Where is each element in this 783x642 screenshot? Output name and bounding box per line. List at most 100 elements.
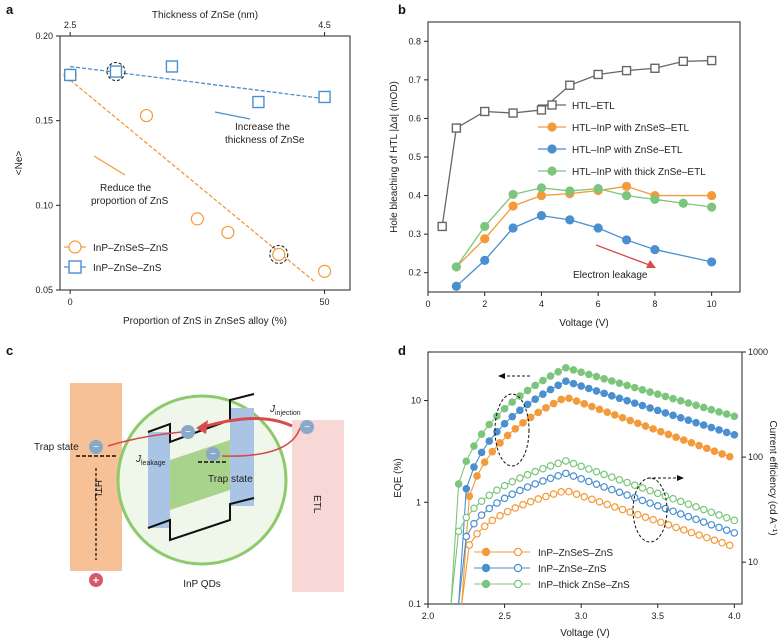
ce-point-d-2 [569,459,578,468]
ce-point-d-0 [465,541,474,549]
htl-label: HTL [92,480,103,499]
eqe-point-d-2 [500,404,509,413]
eqe-point-d-2 [546,372,555,380]
trap-state-left-label: Trap state [34,442,79,453]
x-tick-label-d: 2.5 [498,611,511,621]
eqe-point-d-1 [730,431,739,439]
ce-point-d-0 [618,505,627,514]
ce-point-d-2 [676,497,685,506]
ce-point-d-1 [623,491,631,499]
data-point-b-0 [621,65,632,76]
eqe-point-d-1 [699,421,708,429]
eqe-point-d-0 [488,447,497,456]
y2-tick-label-d: 100 [748,452,763,462]
y-tick-label-b: 0.8 [408,36,421,46]
eqe-point-d-1 [684,416,693,425]
eqe-point-d-1 [523,400,532,409]
data-point-b-0 [565,80,575,90]
y-axis-label-b: Hole bleaching of HTL |Δα| (mOD) [389,81,400,233]
eqe-point-d-2 [508,398,517,406]
legend-marker-b-2 [547,144,557,154]
series-line-b-3 [455,187,712,268]
data-point-b-2 [650,244,660,255]
data-point-b-2 [480,255,490,265]
eqe-point-d-1 [554,381,562,390]
data-point-b-0 [508,108,518,118]
etl-layer [292,420,344,592]
eqe-point-d-0 [473,472,481,480]
eqe-point-d-2 [569,366,578,374]
y-tick-label-d: 10 [411,396,421,406]
plot-frame-a [59,35,351,291]
ce-point-d-1 [638,496,647,505]
eqe-point-d-0 [657,427,665,436]
data-point-b-3 [508,189,518,200]
arrow-left-head-d [498,373,505,379]
eqe-point-d-2 [676,397,685,405]
legend-marker-b-0 [547,100,557,110]
data-point-b-0 [437,221,447,232]
eqe-point-d-2 [539,376,547,385]
eqe-point-d-0 [526,413,535,422]
data-point-b-3 [707,202,717,212]
ce-point-d-0 [649,515,657,524]
eqe-point-d-0 [626,416,634,425]
eqe-point-d-0 [649,425,657,433]
legend-label-b-1: HTL–InP with ZnSeS–ETL [572,123,690,134]
ce-point-d-0 [725,541,734,550]
ce-point-d-1 [730,529,739,537]
eqe-point-d-1 [669,411,677,420]
ce-point-d-0 [557,488,566,496]
ce-point-d-2 [715,511,723,519]
ce-point-d-1 [661,504,670,513]
y-tick-label-b: 0.3 [408,229,421,239]
x-tick-label-d: 3.0 [575,611,588,621]
data-point-b-3 [593,184,603,194]
legend-marker-open-d-1 [513,563,523,573]
ce-point-d-1 [500,494,509,503]
data-point-a-0 [190,212,204,226]
ce-point-d-2 [592,467,601,476]
electron-etl-sign: − [304,422,310,433]
ce-point-d-2 [462,513,471,522]
ce-point-d-0 [626,508,634,516]
eqe-point-d-1 [585,384,593,393]
y-tick-label-a: 0.10 [35,200,53,210]
x-tick-label-d: 4.0 [728,611,741,621]
fit-line-a-1 [70,65,325,100]
eqe-point-d-1 [577,382,585,390]
eqe-point-d-2 [623,381,631,390]
data-point-a-0 [272,247,286,262]
ce-point-d-1 [470,519,478,528]
electron-core-sign: − [185,427,191,438]
ce-point-d-0 [595,498,604,506]
x-tick-label-b: 6 [596,299,601,309]
ce-point-d-2 [722,513,731,522]
ce-point-d-1 [523,483,532,491]
legend-marker-a-1 [68,260,82,274]
ce-point-d-1 [477,511,486,519]
data-point-b-0 [650,63,660,73]
ce-point-d-2 [562,457,570,465]
eqe-point-d-0 [725,452,734,461]
legend-marker-a-0 [68,240,82,254]
eqe-point-d-2 [692,401,700,410]
conduction-band-edge [147,393,255,444]
eqe-point-d-1 [485,437,494,445]
leakage-label-b: Electron leakage [573,270,648,281]
eqe-point-d-0 [534,408,543,417]
legend-label-d-1: InP–ZnSe–ZnS [538,564,607,575]
data-point-b-3 [536,183,547,193]
eqe-point-d-2 [523,386,532,395]
eqe-point-d-0 [595,405,604,414]
x-axis-label-d: Voltage (V) [560,628,609,639]
ce-point-d-2 [585,465,593,473]
ce-point-d-2 [692,503,700,511]
eqe-point-d-1 [470,463,478,471]
ce-point-d-2 [493,486,501,494]
eqe-point-d-2 [531,381,540,390]
eqe-point-d-2 [669,394,677,403]
hole-htl-sign: + [93,575,99,587]
ce-point-d-2 [638,484,647,492]
ce-point-d-0 [503,507,512,516]
